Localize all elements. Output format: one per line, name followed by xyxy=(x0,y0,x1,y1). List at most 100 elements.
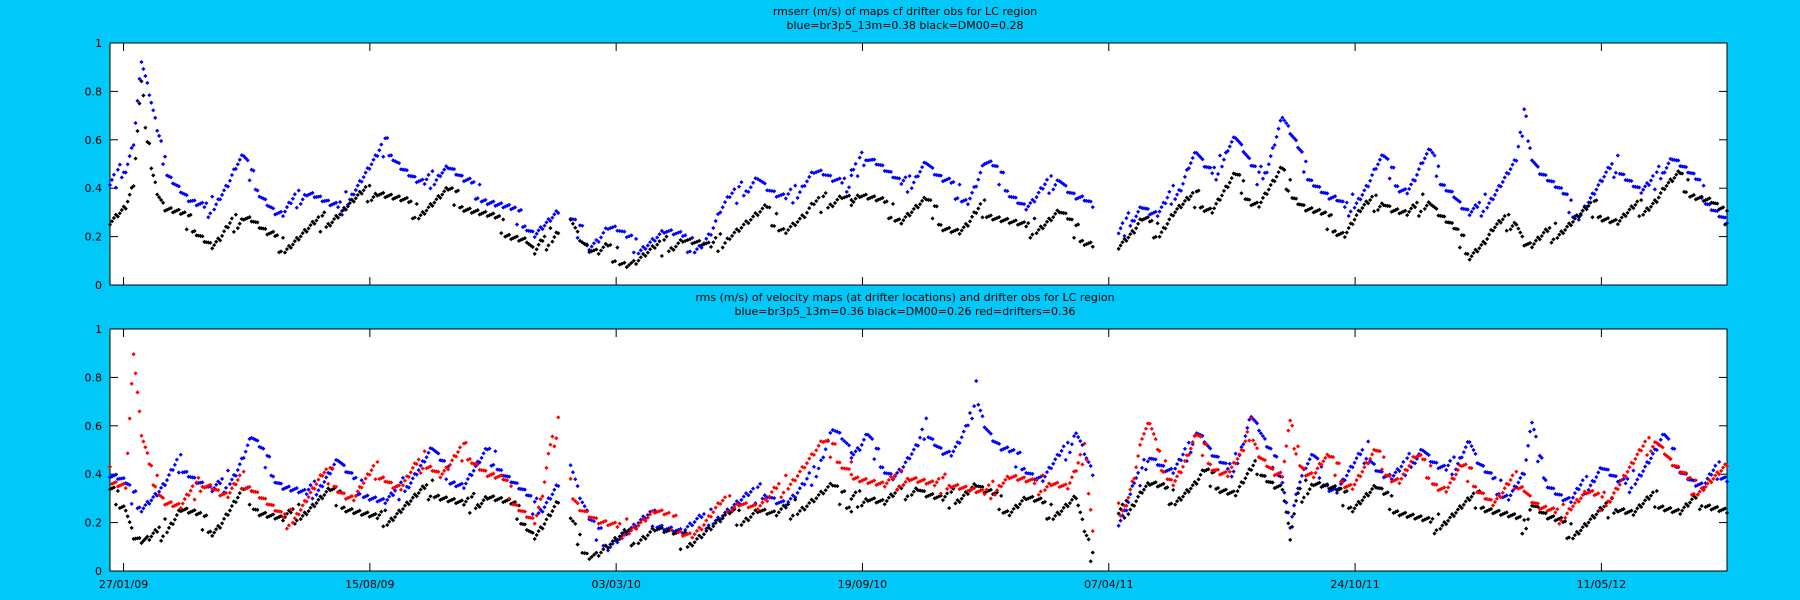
marker-black xyxy=(1619,215,1624,220)
marker-black xyxy=(446,187,451,192)
marker-red xyxy=(732,505,737,510)
marker-black xyxy=(475,208,480,213)
marker-black xyxy=(1385,490,1390,495)
marker-black xyxy=(1461,502,1466,507)
marker-black xyxy=(1153,480,1158,485)
marker-black xyxy=(1254,472,1260,477)
marker-blue xyxy=(237,157,242,162)
marker-black xyxy=(1307,487,1312,492)
marker-black xyxy=(706,240,711,245)
marker-red xyxy=(1619,477,1624,483)
marker-blue xyxy=(844,189,849,194)
marker-blue xyxy=(1689,171,1695,176)
marker-black xyxy=(1483,509,1488,514)
marker-red xyxy=(1412,455,1418,460)
marker-black xyxy=(1449,220,1455,226)
marker-red xyxy=(1660,445,1665,450)
marker-black xyxy=(308,505,313,510)
marker-blue xyxy=(556,483,561,489)
marker-black xyxy=(629,543,634,548)
marker-black xyxy=(1631,512,1636,518)
marker-blue xyxy=(1233,451,1238,456)
marker-black xyxy=(697,238,702,243)
marker-red xyxy=(1627,465,1632,470)
marker-blue xyxy=(263,465,268,470)
marker-blue xyxy=(143,502,148,508)
marker-red xyxy=(825,438,831,443)
marker-black xyxy=(732,507,737,512)
marker-blue xyxy=(1604,467,1609,472)
marker-red xyxy=(263,496,268,501)
marker-black xyxy=(524,240,529,245)
marker-red xyxy=(1711,476,1716,481)
marker-red xyxy=(225,495,231,500)
marker-black xyxy=(839,489,845,495)
marker-blue xyxy=(704,526,709,531)
marker-red xyxy=(673,513,678,518)
marker-black xyxy=(1274,485,1279,490)
marker-black xyxy=(257,225,262,231)
marker-black xyxy=(835,197,840,202)
marker-black xyxy=(233,500,238,505)
marker-black xyxy=(1342,234,1347,240)
marker-blue xyxy=(400,475,406,480)
marker-black xyxy=(392,514,398,520)
marker-black xyxy=(151,531,156,536)
marker-blue xyxy=(483,446,488,451)
marker-black xyxy=(743,516,749,521)
marker-red xyxy=(1703,484,1708,490)
marker-red xyxy=(1356,473,1361,478)
marker-blue xyxy=(930,437,935,442)
marker-black xyxy=(507,232,512,237)
marker-blue xyxy=(1270,145,1275,151)
marker-red xyxy=(746,505,751,510)
marker-red xyxy=(687,531,693,536)
marker-black xyxy=(722,512,728,517)
marker-blue xyxy=(839,436,845,442)
marker-blue xyxy=(605,226,611,232)
marker-blue xyxy=(1262,436,1267,441)
marker-red xyxy=(1360,469,1365,474)
marker-red xyxy=(736,503,742,508)
marker-black xyxy=(915,205,921,210)
marker-blue xyxy=(1500,179,1505,185)
marker-blue xyxy=(687,521,693,526)
marker-blue xyxy=(1007,449,1012,454)
marker-black xyxy=(800,505,805,510)
marker-black xyxy=(324,224,329,230)
marker-black xyxy=(762,507,767,512)
marker-red xyxy=(1422,457,1427,462)
marker-black xyxy=(373,511,378,517)
marker-black xyxy=(1088,559,1093,564)
marker-red xyxy=(544,465,549,470)
marker-red xyxy=(1143,426,1149,431)
marker-blue xyxy=(139,509,144,514)
marker-black xyxy=(807,206,812,211)
marker-red xyxy=(1132,476,1137,481)
marker-black xyxy=(1393,207,1398,213)
marker-blue xyxy=(994,164,1000,169)
marker-black xyxy=(442,495,447,501)
marker-blue xyxy=(580,223,585,228)
marker-blue xyxy=(1565,496,1570,501)
marker-black xyxy=(1529,503,1535,508)
marker-blue xyxy=(1576,217,1581,222)
marker-red xyxy=(1551,505,1556,511)
marker-black xyxy=(267,231,272,236)
marker-black xyxy=(316,214,321,220)
marker-black xyxy=(1217,197,1223,203)
marker-blue xyxy=(872,456,877,462)
marker-red xyxy=(1147,421,1152,426)
marker-black xyxy=(924,197,929,202)
marker-black xyxy=(530,530,535,535)
marker-blue xyxy=(111,473,117,478)
marker-red xyxy=(434,469,439,474)
marker-black xyxy=(1424,203,1429,208)
marker-black xyxy=(1516,515,1521,520)
marker-black xyxy=(481,498,486,503)
marker-black xyxy=(1416,213,1422,219)
marker-black xyxy=(107,222,113,227)
marker-blue xyxy=(514,222,520,227)
marker-black xyxy=(218,525,223,530)
marker-black xyxy=(617,262,622,267)
